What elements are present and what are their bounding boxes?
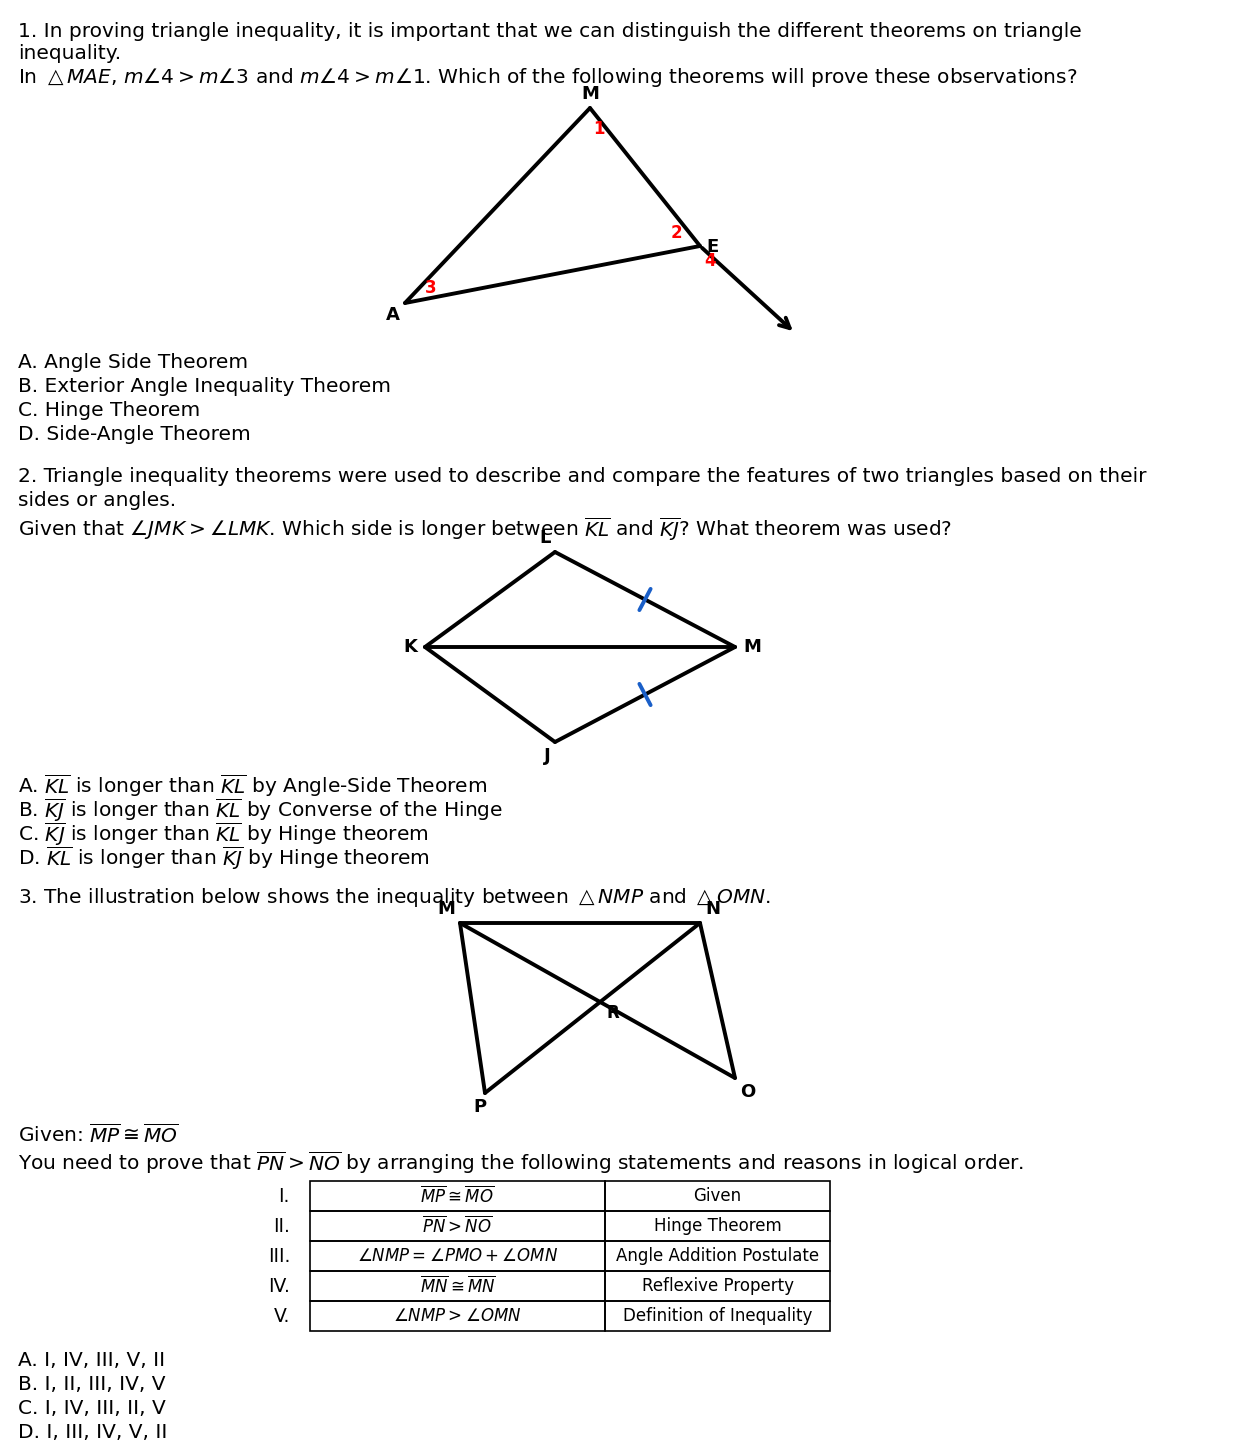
Text: A. Angle Side Theorem: A. Angle Side Theorem — [18, 352, 248, 373]
Text: 3. The illustration below shows the inequality between $\triangle NMP$ and $\tri: 3. The illustration below shows the ineq… — [18, 886, 771, 909]
Bar — [310, 1180, 605, 1211]
Text: Hinge Theorem: Hinge Theorem — [653, 1217, 782, 1235]
Text: O: O — [741, 1083, 756, 1101]
Text: II.: II. — [273, 1217, 290, 1235]
Text: In $\triangle MAE$, $m\angle 4 > m\angle 3$ and $m\angle 4 > m\angle 1$. Which o: In $\triangle MAE$, $m\angle 4 > m\angle… — [18, 67, 1077, 88]
Text: N: N — [706, 900, 721, 918]
Text: I.: I. — [279, 1186, 290, 1205]
Text: M: M — [743, 638, 761, 655]
Text: Given: $\overline{MP} \cong \overline{MO}$: Given: $\overline{MP} \cong \overline{MO… — [18, 1122, 179, 1147]
Text: Given: Given — [693, 1188, 742, 1205]
Bar — [310, 1272, 605, 1301]
Text: $\angle NMP = \angle PMO + \angle OMN$: $\angle NMP = \angle PMO + \angle OMN$ — [357, 1247, 558, 1264]
Text: D. Side-Angle Theorem: D. Side-Angle Theorem — [18, 425, 250, 444]
Text: 3: 3 — [425, 278, 437, 297]
Text: Angle Addition Postulate: Angle Addition Postulate — [615, 1247, 819, 1264]
Text: Reflexive Property: Reflexive Property — [642, 1277, 793, 1295]
Text: M: M — [437, 900, 455, 918]
Text: B. Exterior Angle Inequality Theorem: B. Exterior Angle Inequality Theorem — [18, 377, 392, 396]
Text: B. $\overline{KJ}$ is longer than $\overline{KL}$ by Converse of the Hinge: B. $\overline{KJ}$ is longer than $\over… — [18, 796, 503, 824]
Text: V.: V. — [274, 1306, 290, 1325]
Text: You need to prove that $\overline{PN} > \overline{NO}$ by arranging the followin: You need to prove that $\overline{PN} > … — [18, 1148, 1025, 1176]
Text: Given that $\angle JMK > \angle LMK$. Which side is longer between $\overline{KL: Given that $\angle JMK > \angle LMK$. Wh… — [18, 515, 952, 542]
Text: 2: 2 — [671, 223, 682, 242]
Text: A: A — [387, 306, 400, 323]
Bar — [605, 1241, 829, 1272]
Bar — [310, 1301, 605, 1331]
Text: C. $\overline{KJ}$ is longer than $\overline{KL}$ by Hinge theorem: C. $\overline{KJ}$ is longer than $\over… — [18, 821, 428, 848]
Text: Definition of Inequality: Definition of Inequality — [623, 1306, 812, 1325]
Text: J: J — [544, 747, 550, 766]
Bar — [605, 1180, 829, 1211]
Text: E: E — [706, 238, 718, 257]
Text: C. Hinge Theorem: C. Hinge Theorem — [18, 402, 200, 420]
Text: 1. In proving triangle inequality, it is important that we can distinguish the d: 1. In proving triangle inequality, it is… — [18, 22, 1082, 41]
Text: D. $\overline{KL}$ is longer than $\overline{KJ}$ by Hinge theorem: D. $\overline{KL}$ is longer than $\over… — [18, 844, 430, 871]
Text: P: P — [473, 1098, 487, 1116]
Bar — [310, 1211, 605, 1241]
Text: III.: III. — [268, 1247, 290, 1266]
Bar — [605, 1272, 829, 1301]
Text: $\angle NMP > \angle OMN$: $\angle NMP > \angle OMN$ — [393, 1306, 522, 1325]
Text: A. $\overline{KL}$ is longer than $\overline{KL}$ by Angle-Side Theorem: A. $\overline{KL}$ is longer than $\over… — [18, 771, 487, 799]
Text: $\overline{MN} \cong \overline{MN}$: $\overline{MN} \cong \overline{MN}$ — [419, 1276, 495, 1296]
Bar — [310, 1241, 605, 1272]
Text: 2. Triangle inequality theorems were used to describe and compare the features o: 2. Triangle inequality theorems were use… — [18, 467, 1146, 486]
Text: K: K — [403, 638, 417, 655]
Text: $\overline{PN} > \overline{NO}$: $\overline{PN} > \overline{NO}$ — [423, 1215, 493, 1237]
Bar — [605, 1301, 829, 1331]
Text: 1: 1 — [593, 120, 604, 138]
Text: D. I, III, IV, V, II: D. I, III, IV, V, II — [18, 1422, 168, 1441]
Text: R: R — [607, 1003, 619, 1022]
Text: L: L — [539, 529, 550, 547]
Text: M: M — [580, 86, 599, 103]
Text: 4: 4 — [704, 252, 716, 270]
Bar — [605, 1211, 829, 1241]
Text: C. I, IV, III, II, V: C. I, IV, III, II, V — [18, 1399, 165, 1418]
Text: inequality.: inequality. — [18, 44, 121, 62]
Text: $\overline{MP} \cong \overline{MO}$: $\overline{MP} \cong \overline{MO}$ — [420, 1186, 494, 1206]
Text: IV.: IV. — [268, 1276, 290, 1295]
Text: A. I, IV, III, V, II: A. I, IV, III, V, II — [18, 1351, 165, 1370]
Text: sides or angles.: sides or angles. — [18, 492, 176, 510]
Text: B. I, II, III, IV, V: B. I, II, III, IV, V — [18, 1375, 165, 1393]
